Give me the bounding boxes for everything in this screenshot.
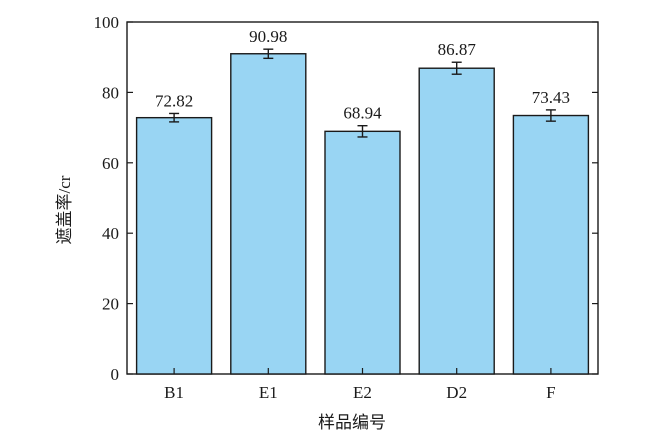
bar-d2: [418, 67, 495, 375]
x-axis-title: 样品编号: [318, 413, 386, 432]
error-bars-group: [169, 48, 556, 138]
y-axis-ticks: 0 20 40 60 80 100: [94, 13, 598, 384]
data-label-f: 73.43: [532, 88, 570, 107]
error-bar-e2: [357, 124, 368, 138]
data-label-e2: 68.94: [343, 104, 382, 123]
data-label-d2: 86.87: [438, 40, 477, 59]
y-tick-label: 80: [102, 83, 119, 102]
x-tick-label: F: [546, 383, 555, 402]
x-axis-ticks: B1 E1 E2 D2 F: [164, 368, 556, 402]
y-tick-label: 40: [102, 224, 119, 243]
error-bar-d2: [451, 61, 462, 75]
bar-f: [512, 114, 590, 375]
error-bar-f: [545, 109, 556, 122]
data-labels-group: 72.82 90.98 68.94 86.87 73.43: [155, 27, 570, 123]
data-label-e1: 90.98: [249, 27, 287, 46]
x-tick-label: D2: [446, 383, 467, 402]
x-tick-label: B1: [164, 383, 184, 402]
y-tick-label: 60: [102, 154, 119, 173]
bars-group: [135, 53, 590, 375]
y-tick-label: 20: [102, 295, 119, 314]
error-bar-e1: [263, 48, 274, 60]
y-axis-title: 遮盖率/cr: [55, 175, 74, 244]
bar-e2: [324, 130, 401, 375]
error-bar-b1: [169, 112, 180, 123]
data-label-b1: 72.82: [155, 91, 193, 110]
x-tick-label: E1: [259, 383, 278, 402]
bar-b1: [135, 116, 213, 375]
y-tick-label: 100: [94, 13, 120, 32]
y-tick-label: 0: [111, 365, 120, 384]
bar-e1: [230, 53, 307, 375]
x-tick-label: E2: [353, 383, 372, 402]
